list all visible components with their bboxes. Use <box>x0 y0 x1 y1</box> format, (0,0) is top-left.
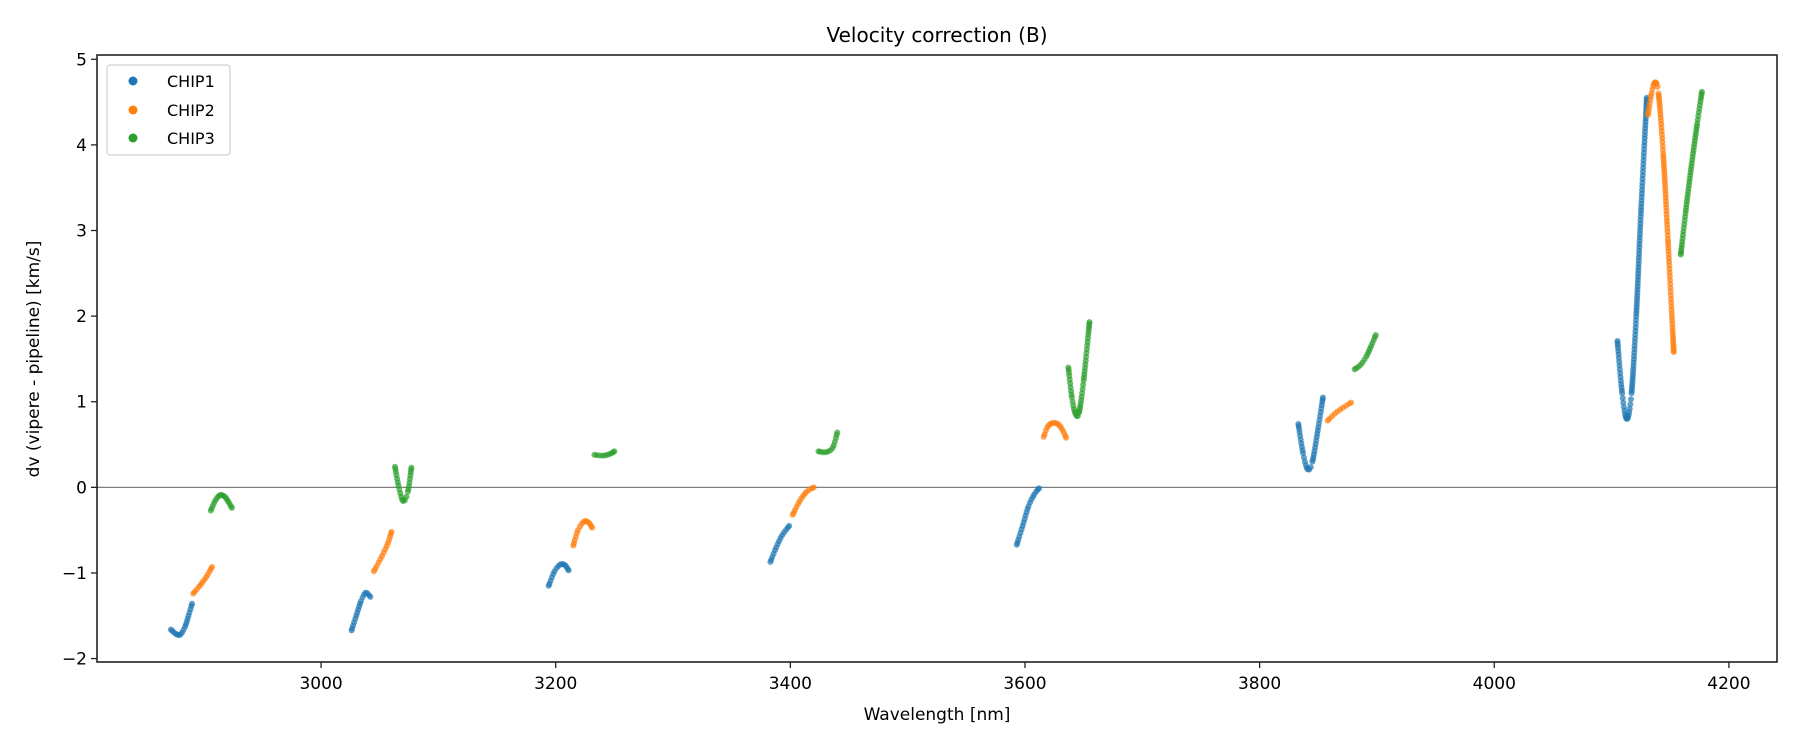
y-tick-label: 4 <box>76 136 87 156</box>
y-axis-ticks: −2 −1 0 1 2 3 4 5 <box>62 50 97 670</box>
legend-marker-chip3 <box>128 133 138 143</box>
legend-marker-chip2 <box>128 105 138 115</box>
point-chip3 <box>403 493 410 500</box>
point-chip2 <box>1654 83 1661 90</box>
point-chip3 <box>611 448 618 455</box>
y-tick-label: 3 <box>76 222 87 242</box>
legend-label-chip2: CHIP2 <box>167 101 215 120</box>
chart-title: Velocity correction (B) <box>827 23 1048 47</box>
data-points <box>167 79 1705 639</box>
point-chip3 <box>1698 88 1705 95</box>
plot-frame <box>96 54 1778 663</box>
y-axis-label: dv (vipere - pipeline) [km/s] <box>24 241 44 478</box>
x-tick-label: 3800 <box>1238 674 1281 694</box>
legend-label-chip1: CHIP1 <box>167 72 215 91</box>
x-tick-label: 4000 <box>1473 674 1516 694</box>
point-chip3 <box>1080 381 1087 388</box>
legend-marker-chip1 <box>128 76 138 86</box>
x-tick-label: 3400 <box>769 674 812 694</box>
x-axis-ticks: 3000 3200 3400 3600 3800 4000 4200 <box>299 662 1751 694</box>
point-chip1 <box>1307 464 1314 471</box>
point-chip1 <box>786 522 793 529</box>
point-chip2 <box>388 528 395 535</box>
point-chip1 <box>1319 394 1326 401</box>
legend: CHIP1 CHIP2 CHIP3 <box>106 64 231 156</box>
x-tick-label: 3000 <box>299 674 342 694</box>
point-chip1 <box>189 600 196 607</box>
point-chip1 <box>367 593 374 600</box>
y-tick-label: −2 <box>62 650 87 670</box>
point-chip2 <box>1670 349 1677 356</box>
point-chip2 <box>1348 399 1355 406</box>
x-tick-label: 3200 <box>534 674 577 694</box>
point-chip2 <box>589 524 596 531</box>
x-axis-label: Wavelength [nm] <box>864 705 1011 725</box>
point-chip2 <box>810 484 817 491</box>
point-chip3 <box>408 464 415 471</box>
point-chip1 <box>1627 401 1634 408</box>
point-chip1 <box>1619 395 1626 402</box>
legend-box <box>106 64 231 156</box>
y-tick-label: 1 <box>76 393 87 413</box>
y-tick-label: 2 <box>76 307 87 327</box>
point-chip1 <box>1036 485 1043 492</box>
point-chip2 <box>1063 434 1070 441</box>
point-chip1 <box>1626 405 1633 412</box>
point-chip1 <box>565 567 572 574</box>
point-chip1 <box>1627 396 1634 403</box>
legend-label-chip3: CHIP3 <box>167 129 215 148</box>
x-tick-label: 3600 <box>1003 674 1046 694</box>
point-chip1 <box>1619 390 1626 397</box>
y-tick-label: 0 <box>76 478 87 498</box>
point-chip3 <box>1068 394 1075 401</box>
point-chip3 <box>1372 331 1379 338</box>
point-chip3 <box>1086 319 1093 326</box>
y-tick-label: −1 <box>62 564 87 584</box>
point-chip3 <box>228 504 235 511</box>
point-chip1 <box>1300 450 1307 457</box>
x-tick-label: 4200 <box>1707 674 1750 694</box>
y-tick-label: 5 <box>76 50 87 70</box>
point-chip3 <box>834 429 841 436</box>
point-chip2 <box>208 563 215 570</box>
